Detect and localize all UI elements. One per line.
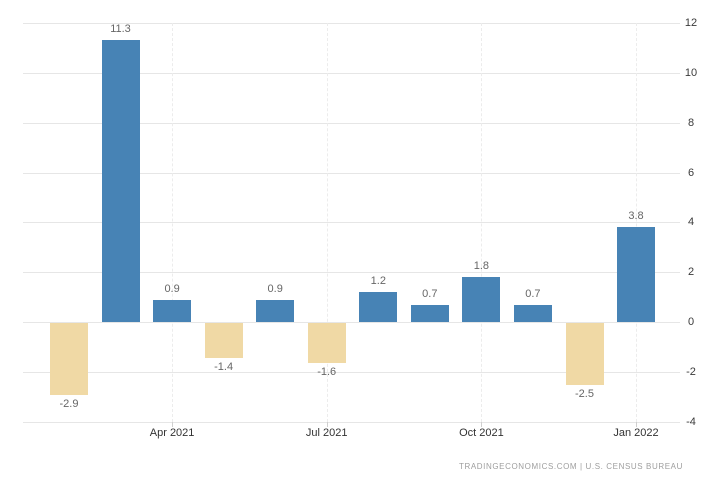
bar-value-label: -2.5 [575, 388, 594, 401]
bar[interactable] [359, 292, 398, 322]
bar[interactable] [153, 299, 192, 322]
bar-value-label: -1.4 [214, 360, 234, 373]
bar-value-label: 1.2 [370, 275, 386, 288]
gridline-h [23, 272, 680, 274]
bar[interactable] [410, 304, 449, 322]
bar[interactable] [513, 304, 552, 322]
bar[interactable] [50, 323, 88, 396]
x-axis-tick [172, 421, 174, 427]
x-axis-tick [326, 421, 328, 427]
bar[interactable] [204, 323, 243, 358]
y-axis-label: -2 [686, 365, 696, 378]
gridline-v [326, 23, 328, 422]
y-axis-label: -4 [686, 415, 696, 428]
gridline-h [23, 72, 680, 74]
bar[interactable] [462, 277, 501, 322]
x-axis-label: Jul 2021 [305, 427, 348, 439]
bar[interactable] [256, 299, 295, 322]
gridline-v [481, 23, 483, 422]
bar-value-label: -1.6 [317, 365, 337, 378]
x-axis-label: Apr 2021 [149, 427, 195, 439]
gridline-h [23, 122, 680, 124]
bar-value-label: 0.9 [164, 282, 180, 295]
x-axis-tick [481, 421, 483, 427]
x-axis-label: Jan 2022 [613, 427, 659, 439]
bar[interactable] [617, 227, 655, 322]
attribution-text: TRADINGECONOMICS.COM | U.S. CENSUS BUREA… [458, 462, 683, 471]
y-axis-label: 2 [687, 266, 695, 279]
gridline-h [23, 172, 680, 174]
y-axis-label: 6 [687, 166, 695, 179]
gridline-h [23, 371, 680, 373]
bar-value-label: 1.8 [473, 260, 490, 273]
bar[interactable] [565, 323, 604, 386]
gridline-v [636, 23, 637, 422]
gridline-h [23, 23, 680, 24]
bar-value-label: 11.3 [110, 23, 131, 36]
x-axis-tick [636, 421, 637, 427]
y-axis-label: 10 [684, 66, 698, 79]
y-axis-label: 8 [687, 116, 695, 129]
bar-value-label: 0.9 [267, 282, 283, 295]
bar-value-label: 0.7 [525, 287, 541, 300]
y-axis-label: 12 [684, 17, 698, 29]
y-axis-label: 0 [687, 316, 695, 328]
gridline-h [23, 322, 680, 323]
bar-value-label: -2.9 [59, 398, 79, 411]
bar[interactable] [307, 323, 346, 363]
gridline-v [172, 23, 174, 422]
y-axis-label: 4 [687, 216, 695, 229]
gridline-h [23, 421, 680, 423]
bar[interactable] [101, 40, 140, 322]
x-axis-label: Oct 2021 [459, 427, 504, 439]
gridline-h [23, 222, 680, 224]
bar-value-label: 0.7 [422, 287, 438, 300]
bar-value-label: 3.8 [628, 210, 644, 223]
